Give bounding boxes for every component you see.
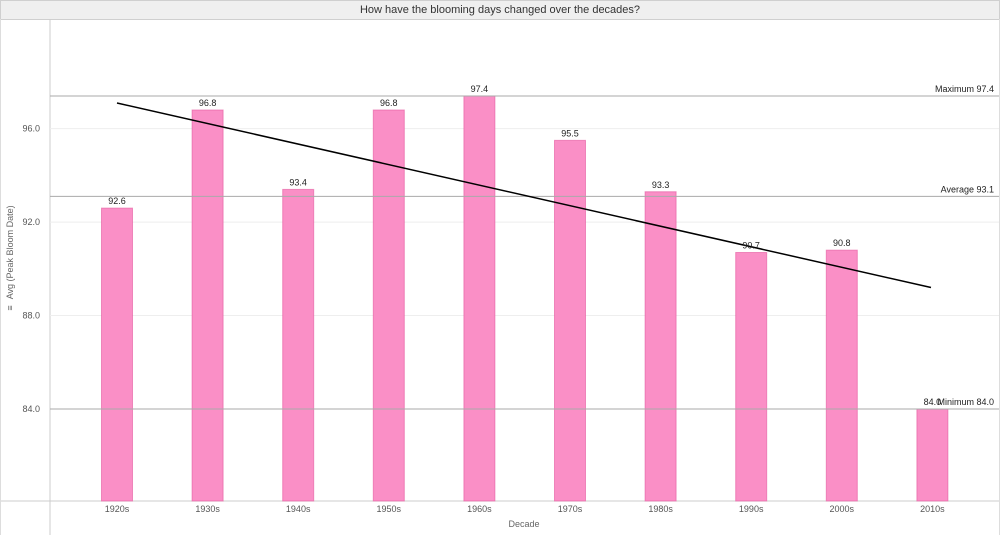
y-axis-title-icon: ≡ [5,305,15,310]
bar [735,251,768,502]
x-tick-label: 1970s [558,504,583,514]
x-tick-label: 2000s [830,504,855,514]
x-tick-label: 1940s [286,504,311,514]
bar-value-label: 95.5 [561,128,579,138]
y-axis-title: ≡ Avg (Peak Bloom Date) [5,205,15,310]
trend-line [116,102,932,289]
bar-value-label: 96.8 [199,98,217,108]
trend-line-group [116,102,932,289]
x-axis-title: Decade [508,519,539,529]
y-tick-label: 92.0 [22,217,40,227]
reference-line-label: Minimum 84.0 [937,397,994,407]
bar [916,408,949,502]
bar [101,207,133,502]
bar [372,109,405,502]
bar [554,139,586,502]
bar-value-label: 84.0 [924,397,942,407]
bar-value-label: 93.4 [289,177,307,187]
reference-line-label: Maximum 97.4 [935,84,994,94]
x-tick-label: 1960s [467,504,492,514]
bar [644,191,677,502]
bar [282,188,315,502]
bar-value-label: 93.3 [652,180,670,190]
bar [463,95,496,502]
x-axis-ticks: 1920s 1930s 1940s 1950s 1960s 1970s 1980s 1990s… [105,504,945,514]
bar [191,109,224,502]
x-tick-label: 1930s [195,504,220,514]
reference-line-label: Average 93.1 [941,184,994,194]
x-tick-label: 1950s [377,504,402,514]
y-tick-label: 96.0 [22,124,40,134]
bar-value-label: 96.8 [380,98,398,108]
bar-value-label: 90.7 [742,240,760,250]
chart-title: How have the blooming days changed over … [0,0,1000,20]
bar-value-label: 90.8 [833,238,851,248]
x-tick-label: 1920s [105,504,130,514]
reference-lines: Maximum 97.4 Average 93.1 Minimum 84.0 [50,84,999,410]
y-tick-label: 88.0 [22,311,40,321]
bar-value-labels: 92.6 96.8 93.4 96.8 97.4 95.5 93.3 90.7 90.8 84.0 [108,84,941,407]
bar-value-label: 97.4 [471,84,489,94]
bar [825,249,858,502]
y-tick-label: 84.0 [22,404,40,414]
y-axis-title-text: Avg (Peak Bloom Date) [5,205,15,299]
bars [101,95,949,502]
bar-value-label: 92.6 [108,196,126,206]
x-tick-label: 1990s [739,504,764,514]
x-tick-label: 1980s [648,504,673,514]
x-tick-label: 2010s [920,504,945,514]
y-axis-ticks: 84.0 88.0 92.0 96.0 [22,124,40,414]
